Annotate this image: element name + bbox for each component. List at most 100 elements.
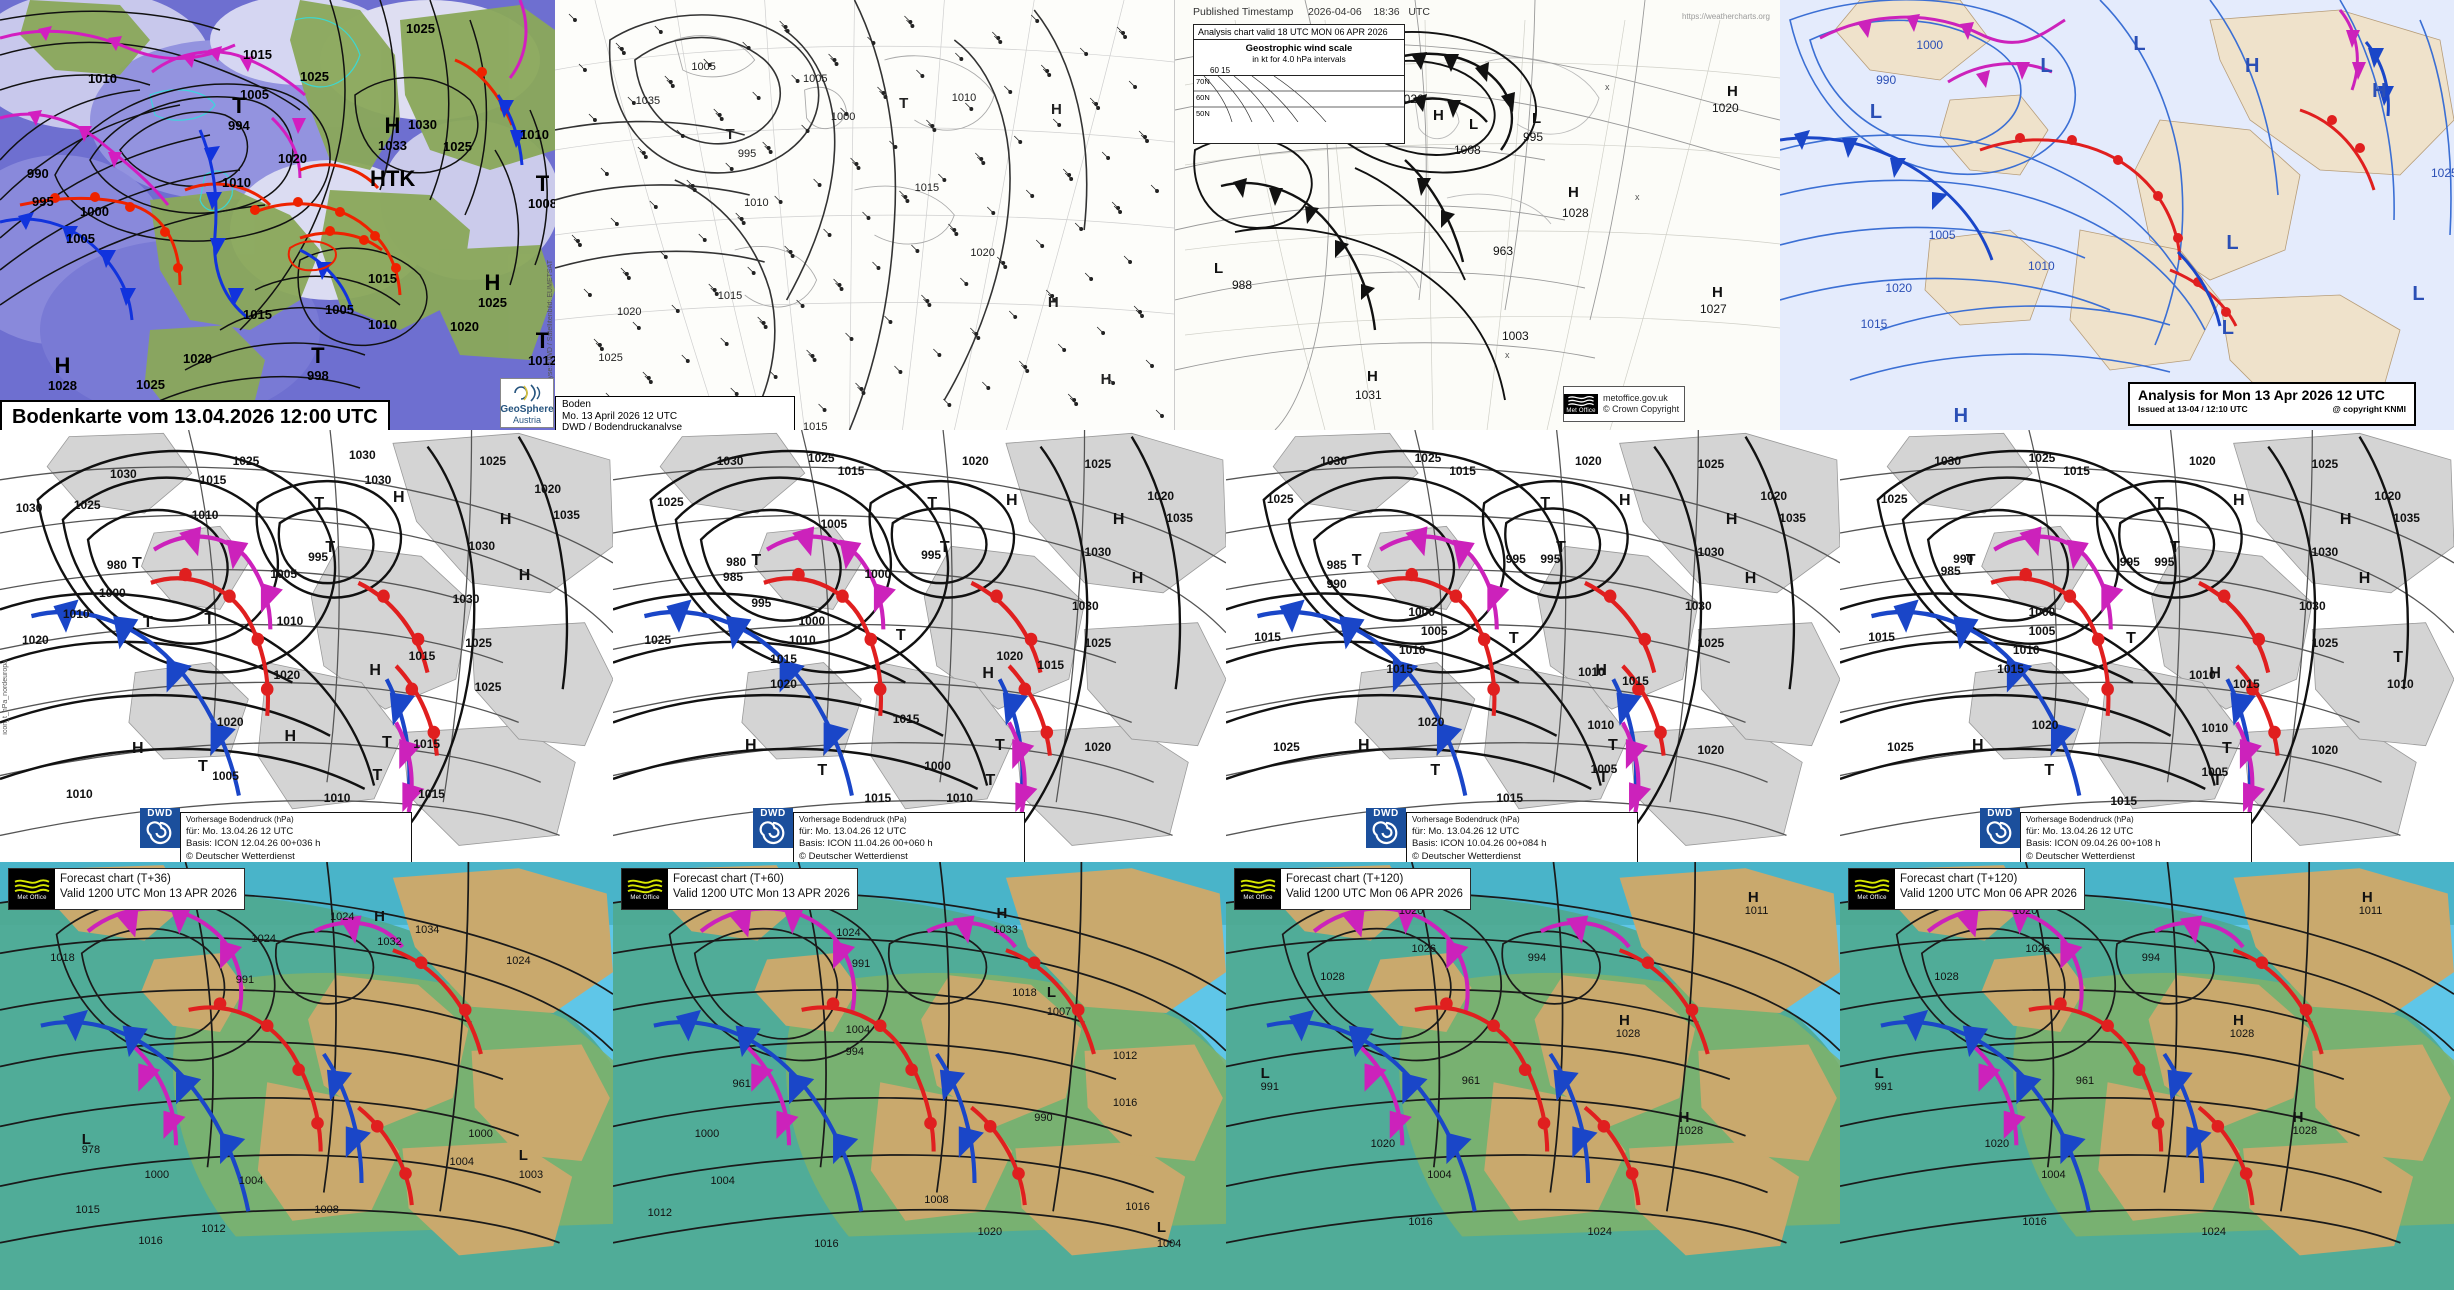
- metoffice-forecast-map: [0, 862, 613, 1290]
- mo-forecast-title: Forecast chart (T+60): [673, 873, 784, 885]
- knmi-copyright: @ copyright KNMI: [2332, 404, 2406, 414]
- geosphere-swirl-icon: [514, 383, 541, 402]
- metoffice-copyright: © Crown Copyright: [1603, 404, 1680, 414]
- weathercharts-url[interactable]: https://weathercharts.org: [1681, 12, 1770, 21]
- dwd-caption-copyright: © Deutscher Wetterdienst: [186, 850, 295, 862]
- dwd-caption-valid: für: Mo. 13.04.26 12 UTC: [1412, 825, 1520, 837]
- dwd-logo: DWD: [140, 808, 180, 848]
- metoffice-forecast-map: [1840, 862, 2454, 1290]
- geosphere-map: [0, 0, 555, 430]
- metoffice-footer-text: metoffice.gov.uk © Crown Copyright: [1598, 391, 1684, 417]
- dwd-spiral-icon: [759, 821, 785, 845]
- dwd-wordmark: DWD: [760, 808, 786, 819]
- dwd-station-caption-line2: Mo. 13 April 2026 12 UTC: [562, 410, 678, 422]
- dwd-forecast-map: [613, 430, 1226, 862]
- panel-dwd-t108[interactable]: 1030 1025 1015 1025 1020 1025 1020 1035 1030 985 9…: [1840, 430, 2454, 862]
- geosphere-logo-line2: Austria: [512, 414, 541, 425]
- knmi-caption: Analysis for Mon 13 Apr 2026 12 UTC Issu…: [2128, 382, 2416, 426]
- geosphere-logo-line1: GeoSphere: [500, 403, 554, 415]
- svg-text:x: x: [1635, 192, 1640, 202]
- metoffice-forecast-caption: Met Office Forecast chart (T+120) Valid 12…: [1234, 868, 1471, 910]
- wind-scale-title: Geostrophic wind scale: [1245, 43, 1353, 54]
- wind-scale-grid: 70N 60N 50N: [1194, 75, 1404, 123]
- dwd-caption-basis: Basis: ICON 10.04.26 00+084 h: [1412, 838, 1547, 850]
- panel-mo-t036[interactable]: 1018 1024 1024 1032 1034 991 1024 978 1000 1000 10…: [0, 862, 613, 1290]
- dwd-caption-copyright: © Deutscher Wetterdienst: [2026, 850, 2135, 862]
- panel-dwd-station-analysis[interactable]: (function(){ var s=document.getElementBy…: [555, 0, 1175, 430]
- dwd-wordmark: DWD: [1373, 808, 1399, 819]
- dwd-logo: DWD: [1980, 808, 2020, 848]
- wind-scale-curves: [1194, 75, 1404, 123]
- dwd-station-caption: Boden Mo. 13 April 2026 12 UTC DWD / Bod…: [555, 396, 795, 430]
- dwd-caption-param: Vorhersage Bodendruck (hPa): [2026, 815, 2134, 824]
- dwd-side-note: icon_t_hPa_nordeuropa: [2, 660, 9, 735]
- metoffice-logo: Met Office: [1849, 869, 1895, 909]
- metoffice-logo: Met Office: [622, 869, 668, 909]
- metoffice-forecast-caption: Met Office Forecast chart (T+120) Valid 12…: [1848, 868, 2085, 910]
- dwd-forecast-caption: Vorhersage Bodendruck (hPa) für: Mo. 13.0…: [180, 812, 412, 862]
- dwd-wordmark: DWD: [1987, 808, 2013, 819]
- dwd-forecast-caption: Vorhersage Bodendruck (hPa) für: Mo. 13.0…: [2020, 812, 2252, 862]
- dwd-caption-valid: für: Mo. 13.04.26 12 UTC: [2026, 825, 2134, 837]
- metoffice-waves-icon: [14, 879, 50, 894]
- svg-text:x: x: [1605, 82, 1610, 92]
- dwd-caption-param: Vorhersage Bodendruck (hPa): [1412, 815, 1520, 824]
- dwd-caption-copyright: © Deutscher Wetterdienst: [799, 850, 908, 862]
- panel-knmi-analysis[interactable]: 100099010051010102510201015LLLHHLLLH Ana…: [1780, 0, 2454, 430]
- knmi-issued: Issued at 13-04 / 12:10 UTC: [2138, 404, 2248, 414]
- panel-metoffice-analysis[interactable]: x x x Published Timestamp 2026-04-06 18:…: [1175, 0, 1780, 430]
- published-timestamp: Published Timestamp 2026-04-06 18:36 UTC: [1193, 6, 1430, 18]
- geosphere-caption: Bodenkarte vom 13.04.2026 12:00 UTC: [0, 400, 390, 430]
- geostrophic-wind-scale: Analysis chart valid 18 UTC MON 06 APR 2…: [1193, 24, 1405, 144]
- metoffice-url[interactable]: metoffice.gov.uk: [1603, 393, 1668, 404]
- metoffice-waves-icon: [1854, 879, 1890, 894]
- panel-mo-t120-a[interactable]: 1020 1026 1028 994 1011 1028 991 961 1004 1016 102…: [1226, 862, 1840, 1290]
- metoffice-logo: Met Office: [1564, 394, 1598, 414]
- dwd-caption-param: Vorhersage Bodendruck (hPa): [186, 815, 294, 824]
- panel-dwd-t060[interactable]: 1030 1025 1015 1025 1020 1025 1020 1035 1030 980 9…: [613, 430, 1226, 862]
- knmi-title: Analysis for Mon 13 Apr 2026 12 UTC: [2138, 387, 2385, 403]
- published-timestamp-time: 18:36: [1373, 6, 1400, 18]
- mo-forecast-title: Forecast chart (T+120): [1900, 873, 2018, 885]
- dwd-caption-copyright: © Deutscher Wetterdienst: [1412, 850, 1521, 862]
- mo-forecast-valid: Valid 1200 UTC Mon 06 APR 2026: [1286, 887, 1463, 900]
- dwd-spiral-icon: [1372, 821, 1398, 845]
- wind-scale-numbers: 60 15: [1210, 66, 1231, 75]
- metoffice-wordmark: Met Office: [1243, 895, 1273, 901]
- metoffice-logo: Met Office: [1235, 869, 1281, 909]
- metoffice-wordmark: Met Office: [17, 895, 47, 901]
- dwd-caption-valid: für: Mo. 13.04.26 12 UTC: [186, 825, 294, 837]
- panel-geosphere-analysis[interactable]: 1010 1015 1005 1025 1020 1010 1025 1030 1025 1010…: [0, 0, 555, 430]
- metoffice-logo: Met Office: [9, 869, 55, 909]
- dwd-forecast-map: [1226, 430, 1840, 862]
- metoffice-wordmark: Met Office: [1857, 895, 1887, 901]
- dwd-forecast-caption: Vorhersage Bodendruck (hPa) für: Mo. 13.0…: [793, 812, 1025, 862]
- panel-dwd-t084[interactable]: 1030 1025 1015 1025 1020 1025 1020 1035 1030 985 9…: [1226, 430, 1840, 862]
- dwd-logo: DWD: [753, 808, 793, 848]
- metoffice-forecast-map: [613, 862, 1226, 1290]
- panel-dwd-t036[interactable]: 1030 1025 1015 1025 1030 1030 1010 1030 980 1000 9…: [0, 430, 613, 862]
- dwd-logo: DWD: [1366, 808, 1406, 848]
- metoffice-forecast-map: [1226, 862, 1840, 1290]
- panel-mo-t060[interactable]: 1024 1033 991 1018 1007 1004 994 961 1012 1016 990…: [613, 862, 1226, 1290]
- analysis-chart-validity: Analysis chart valid 18 UTC MON 06 APR 2…: [1194, 25, 1404, 40]
- mo-forecast-valid: Valid 1200 UTC Mon 06 APR 2026: [1900, 887, 2077, 900]
- dwd-station-caption-line1: Boden: [562, 399, 591, 410]
- dwd-forecast-map: [0, 430, 613, 862]
- panel-mo-t120-b[interactable]: 1020 1026 1028 994 1011 1028 991 961 1004 1016 102…: [1840, 862, 2454, 1290]
- metoffice-wordmark: Met Office: [1566, 408, 1596, 414]
- published-timestamp-tz: UTC: [1408, 6, 1431, 18]
- metoffice-waves-icon: [1568, 395, 1594, 407]
- metoffice-wordmark: Met Office: [630, 895, 660, 901]
- metoffice-footer: Met Office metoffice.gov.uk © Crown Copy…: [1563, 386, 1686, 422]
- dwd-caption-param: Vorhersage Bodendruck (hPa): [799, 815, 907, 824]
- dwd-caption-basis: Basis: ICON 12.04.26 00+036 h: [186, 838, 321, 850]
- dwd-caption-valid: für: Mo. 13.04.26 12 UTC: [799, 825, 907, 837]
- mo-forecast-valid: Valid 1200 UTC Mon 13 APR 2026: [673, 887, 850, 900]
- metoffice-waves-icon: [1240, 879, 1276, 894]
- dwd-spiral-icon: [146, 821, 172, 845]
- metoffice-waves-icon: [627, 879, 663, 894]
- dwd-caption-basis: Basis: ICON 11.04.26 00+060 h: [799, 838, 933, 850]
- dwd-station-caption-line3: DWD / Bodendruckanalyse: [562, 422, 683, 430]
